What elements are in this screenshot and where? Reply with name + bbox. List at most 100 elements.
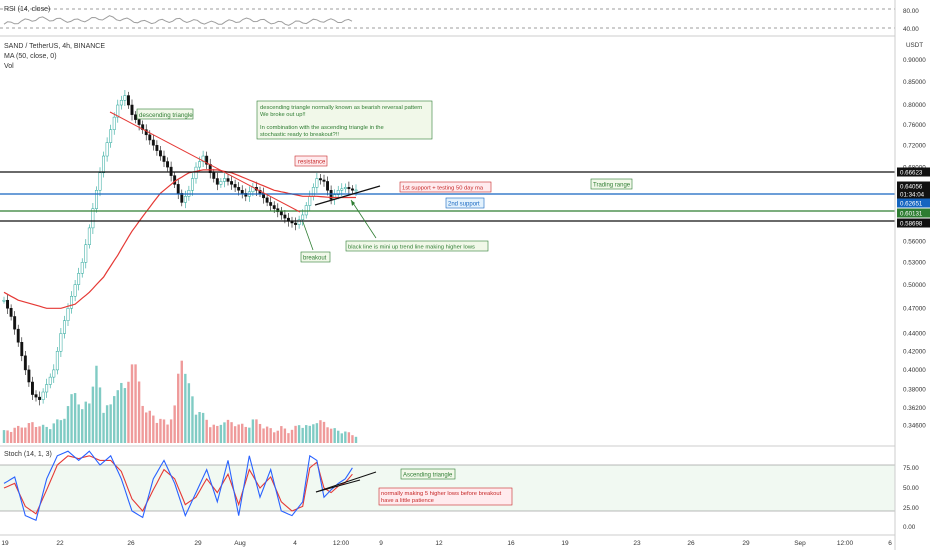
stoch-triangle-upper[interactable] xyxy=(315,471,377,493)
volume-bar xyxy=(177,373,180,443)
note-first-support[interactable]: 1st support + testing 50 day ma xyxy=(399,181,492,193)
currency-label: USDT xyxy=(906,42,923,49)
volume-bar xyxy=(116,390,119,443)
ma-label: MA (50, close, 0) xyxy=(4,53,57,60)
candle-body xyxy=(198,161,202,168)
note-reversal-line-2: We broke out up!! xyxy=(260,112,306,118)
note-ascending-triangle[interactable]: Ascending triangle xyxy=(400,468,456,480)
candle-body xyxy=(151,139,155,146)
volume-bar xyxy=(120,382,123,443)
candle-body xyxy=(6,299,10,309)
time-tick-label: 9 xyxy=(379,540,383,547)
candle-body xyxy=(27,369,31,383)
candle-body xyxy=(340,188,344,191)
candle-body xyxy=(308,196,312,206)
candle-body xyxy=(318,178,322,181)
note-first-support-text: 1st support + testing 50 day ma xyxy=(402,186,484,192)
volume-bar xyxy=(329,428,333,443)
volume-bar xyxy=(49,429,52,443)
candle-body xyxy=(183,196,187,203)
volume-bar xyxy=(45,426,48,443)
candle-body xyxy=(350,188,354,191)
candle-body xyxy=(123,95,127,101)
volume-bar xyxy=(145,412,148,443)
time-tick-label: 29 xyxy=(194,540,202,547)
time-tick-label: 12 xyxy=(435,540,443,547)
note-reversal-line-1: descending triangle normally known as be… xyxy=(260,105,422,111)
volume-bar xyxy=(273,432,276,443)
volume-bar xyxy=(326,427,329,443)
price-tick-label: 0.53000 xyxy=(903,260,926,267)
rsi-panel: RSI (14, close) xyxy=(0,0,895,36)
candle-body xyxy=(301,214,305,221)
volume-bar xyxy=(77,404,80,443)
price-tick-label: 0.76000 xyxy=(903,122,926,129)
price-tick-label: 0.36200 xyxy=(903,405,926,412)
price-tag-label: 0.64056 xyxy=(900,183,923,190)
price-tag-label: 0.66623 xyxy=(900,169,923,176)
volume-bar xyxy=(258,423,262,443)
candle-body xyxy=(222,178,226,182)
price-tick-label: 0.56000 xyxy=(903,239,926,246)
price-axis[interactable]: 80.00 40.00 USDT 0.90000 0.85000 0.80000 0.… xyxy=(894,0,932,550)
time-tick-label: 19 xyxy=(561,540,569,547)
candle-body xyxy=(2,299,6,302)
note-higher-lows-line-1: normally making 5 higher lows before bre… xyxy=(381,491,502,497)
stoch-panel[interactable]: Stoch (14, 1, 3) Ascending triangle norm… xyxy=(0,450,895,521)
volume-bar xyxy=(287,433,290,443)
time-tick-label: Sep xyxy=(794,540,806,547)
volume-bar xyxy=(38,426,41,443)
note-breakout-text: breakout xyxy=(303,256,327,262)
time-axis[interactable]: 19 22 26 29 Aug 4 12:00 9 12 16 19 23 26 29 Sep 12:00 6 xyxy=(0,534,895,547)
volume-bar xyxy=(159,418,162,443)
candle-body xyxy=(237,187,241,191)
stoch-k-line xyxy=(3,450,353,521)
note-higher-lows-text: normally making 5 higher lows before bre… xyxy=(381,491,503,504)
volume-bar xyxy=(198,412,201,443)
volume-bar xyxy=(17,425,20,443)
note-mini-trend[interactable]: black line is mini up trend line making … xyxy=(345,240,489,252)
note-second-support[interactable]: 2nd support xyxy=(445,197,485,209)
candle-body xyxy=(55,350,59,371)
price-panel[interactable]: SAND / TetherUS, 4h, BINANCE MA (50, clo… xyxy=(0,43,895,443)
volume-bar xyxy=(347,432,351,443)
descending-trend-line[interactable] xyxy=(109,111,301,213)
stoch-triangle-lower[interactable] xyxy=(315,479,361,493)
candle-body xyxy=(112,116,116,130)
volume-bar xyxy=(265,426,269,443)
price-tag-label: 0.62651 xyxy=(900,200,923,207)
trend-note-arrow-head xyxy=(351,200,355,206)
volume-bar xyxy=(141,405,144,443)
note-higher-lows[interactable]: normally making 5 higher lows before bre… xyxy=(378,487,513,506)
note-resistance[interactable]: resistance xyxy=(294,155,328,167)
candle-body xyxy=(126,95,130,106)
note-descending-triangle[interactable]: descending triangle xyxy=(136,108,194,120)
symbol-label: SAND / TetherUS, 4h, BINANCE xyxy=(4,43,105,50)
candle-body xyxy=(130,104,134,115)
mini-uptrend-line[interactable] xyxy=(314,185,381,206)
candle-body xyxy=(109,129,113,143)
volume-bars xyxy=(2,360,358,443)
volume-bar xyxy=(255,419,258,443)
volume-bar xyxy=(91,386,95,443)
volume-bar xyxy=(102,412,105,443)
candle-body xyxy=(84,244,88,263)
price-tag-bg xyxy=(897,208,930,218)
candle-body xyxy=(244,193,248,197)
note-reversal-line-5: stochastic ready to breakout?!! xyxy=(260,132,339,138)
candle-body xyxy=(326,181,330,191)
volume-bar xyxy=(351,435,354,443)
candle-body xyxy=(52,369,56,378)
volume-bar xyxy=(88,403,91,443)
volume-bar xyxy=(31,422,34,443)
price-tick-label: 0.50000 xyxy=(903,282,926,289)
price-tick-label: 0.90000 xyxy=(903,57,926,64)
note-trading-range[interactable]: Trading range xyxy=(590,178,633,190)
candle-body xyxy=(343,187,347,190)
note-breakout[interactable]: breakout xyxy=(300,251,331,263)
candle-body xyxy=(13,316,17,330)
note-reversal[interactable]: descending triangle normally known as be… xyxy=(256,100,433,140)
candle-body xyxy=(233,184,237,188)
